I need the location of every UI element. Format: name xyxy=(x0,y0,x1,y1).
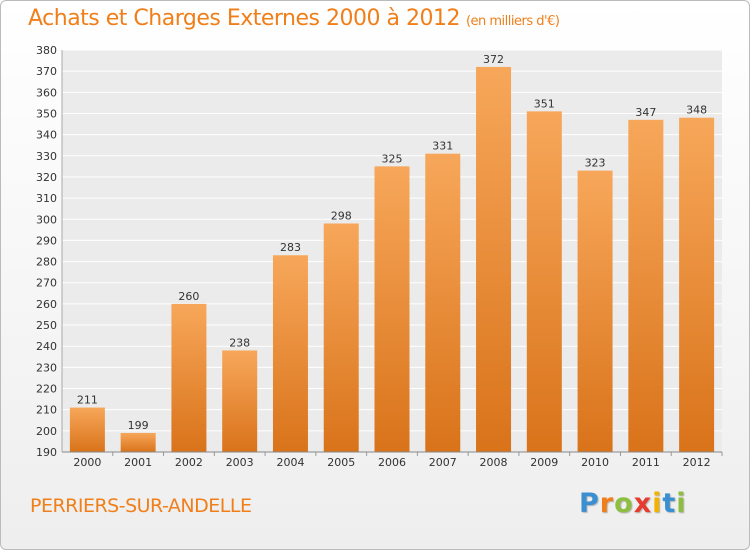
y-tick-label: 270 xyxy=(36,277,57,290)
bar-2003 xyxy=(222,350,258,452)
logo-letter: x xyxy=(633,488,653,519)
y-tick-label: 360 xyxy=(36,86,57,99)
x-tick-label-2009: 2009 xyxy=(530,456,558,469)
y-tick-label: 300 xyxy=(36,213,57,226)
bar-2005 xyxy=(323,223,359,452)
bar-2004 xyxy=(272,255,308,452)
data-label-2005: 298 xyxy=(331,209,352,222)
bars xyxy=(69,66,715,453)
y-tick-label: 380 xyxy=(36,44,57,57)
data-label-2011: 347 xyxy=(635,106,656,119)
x-tick-label-2007: 2007 xyxy=(429,456,457,469)
y-tick-label: 210 xyxy=(36,404,57,417)
bar-2000 xyxy=(69,407,105,452)
data-labels: 211 199 260 238 283 298 325 331 372 351 323 347 348 xyxy=(77,53,707,432)
bar-2009 xyxy=(526,111,562,452)
bar-2008 xyxy=(476,66,512,452)
bar-2002 xyxy=(171,303,207,452)
bar-2006 xyxy=(374,166,410,453)
y-tick-label: 280 xyxy=(36,256,57,269)
proxiti-logo: Proxiti xyxy=(579,488,687,519)
x-tick-label-2004: 2004 xyxy=(276,456,304,469)
commune-name: PERRIERS-SUR-ANDELLE xyxy=(30,495,252,517)
data-label-2006: 325 xyxy=(382,152,403,165)
bar-2012 xyxy=(679,117,715,452)
y-tick-label: 220 xyxy=(36,383,57,396)
y-tick-label: 260 xyxy=(36,298,57,311)
logo-letter: t xyxy=(662,488,677,519)
data-label-2008: 372 xyxy=(483,53,504,66)
logo-letter: r xyxy=(599,488,615,519)
data-label-2009: 351 xyxy=(534,97,555,110)
y-tick-label: 290 xyxy=(36,234,57,247)
y-tick-label: 320 xyxy=(36,171,57,184)
x-tick-label-2012: 2012 xyxy=(683,456,711,469)
data-label-2010: 323 xyxy=(585,157,606,170)
x-tick-label-2000: 2000 xyxy=(73,456,101,469)
bar-2010 xyxy=(577,170,613,452)
x-tick-label-2006: 2006 xyxy=(378,456,406,469)
y-tick-label: 370 xyxy=(36,65,57,78)
bar-2007 xyxy=(425,153,461,452)
x-tick-label-2003: 2003 xyxy=(226,456,254,469)
y-tick-label: 330 xyxy=(36,150,57,163)
chart-title: Achats et Charges Externes 2000 à 2012 (e… xyxy=(28,6,560,31)
data-label-2001: 199 xyxy=(128,419,149,432)
data-label-2007: 331 xyxy=(432,140,453,153)
bar-2011 xyxy=(628,119,664,453)
x-axis-ticks: 2000 2001 2002 2003 2004 2005 2006 2007 2008 2009… xyxy=(73,452,723,469)
y-axis-ticks: 190 200 210 220 230 240 250 260 270 280 290 300 310 3… xyxy=(36,44,57,459)
x-tick-label-2011: 2011 xyxy=(632,456,660,469)
data-label-2002: 260 xyxy=(178,290,199,303)
y-tick-label: 250 xyxy=(36,319,57,332)
y-tick-label: 240 xyxy=(36,340,57,353)
logo-letter: o xyxy=(614,488,634,519)
y-tick-label: 190 xyxy=(36,446,57,459)
x-tick-label-2005: 2005 xyxy=(327,456,355,469)
logo-letter: P xyxy=(579,488,600,519)
x-tick-label-2010: 2010 xyxy=(581,456,609,469)
x-tick-label-2002: 2002 xyxy=(175,456,203,469)
title-text: Achats et Charges Externes 2000 à 2012 xyxy=(28,6,460,31)
logo-letter: i xyxy=(652,488,663,519)
y-tick-label: 340 xyxy=(36,129,57,142)
x-tick-label-2001: 2001 xyxy=(124,456,152,469)
title-unit: (en milliers d'€) xyxy=(465,14,560,29)
y-tick-label: 350 xyxy=(36,107,57,120)
y-tick-label: 200 xyxy=(36,425,57,438)
y-tick-label: 310 xyxy=(36,192,57,205)
bar-2001 xyxy=(120,432,156,452)
logo-letter: i xyxy=(676,488,687,519)
y-tick-label: 230 xyxy=(36,361,57,374)
data-label-2003: 238 xyxy=(229,336,250,349)
data-label-2012: 348 xyxy=(686,104,707,117)
x-tick-label-2008: 2008 xyxy=(480,456,508,469)
data-label-2004: 283 xyxy=(280,241,301,254)
data-label-2000: 211 xyxy=(77,394,98,407)
